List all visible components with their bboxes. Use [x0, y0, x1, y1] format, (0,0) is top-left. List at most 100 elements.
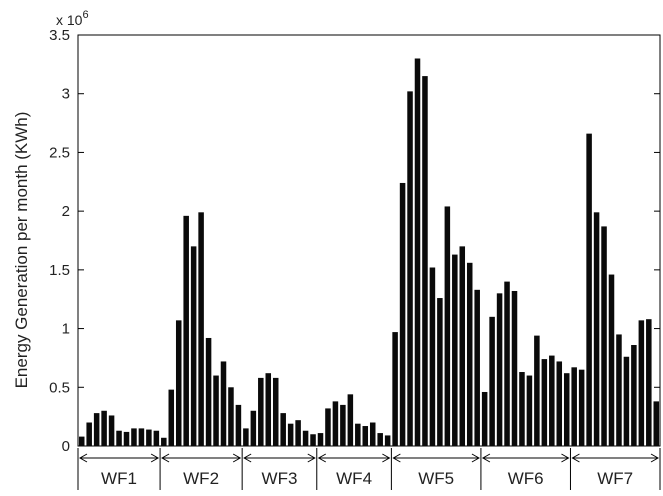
bar [310, 434, 316, 446]
group-annotations: WF1 WF2 WF3 WF4 WF5 WF6 WF7 [77, 448, 661, 490]
bar [496, 293, 503, 446]
arrowhead-left [481, 453, 491, 463]
y-exponent-power: 6 [82, 9, 88, 21]
bar [631, 345, 637, 446]
bar [466, 262, 473, 446]
group-label-wf5: WF5 [418, 469, 454, 488]
bar [481, 391, 488, 446]
arrowhead-right [561, 453, 570, 463]
bar [131, 428, 137, 446]
bar [258, 377, 264, 446]
bar [399, 182, 406, 446]
bar [347, 394, 354, 446]
arrowhead-right [471, 453, 480, 463]
bar [317, 433, 324, 446]
arrowhead-right [232, 453, 242, 463]
bar [220, 361, 227, 446]
bar [280, 413, 286, 446]
arrowhead-right [150, 453, 160, 463]
bar [616, 334, 622, 446]
bar [452, 254, 458, 446]
bar [586, 133, 592, 446]
arrowhead-right [382, 453, 391, 463]
bar [146, 429, 152, 446]
bar [93, 413, 100, 446]
bar [422, 76, 428, 446]
bar [161, 437, 167, 446]
group-label-wf4: WF4 [336, 469, 372, 488]
bar [526, 375, 533, 446]
bar [265, 373, 272, 446]
y-tick-label: 3 [62, 86, 70, 103]
arrowhead-left [243, 453, 252, 463]
bar [608, 274, 615, 446]
arrowhead-left [161, 453, 170, 463]
arrowhead-left [317, 453, 327, 463]
bar [534, 335, 540, 446]
bar [86, 422, 92, 446]
y-tick-label: 1.5 [49, 262, 70, 279]
bar [78, 436, 85, 446]
arrowhead-left [78, 453, 88, 463]
bar [198, 212, 204, 446]
bar [228, 387, 234, 446]
bar [646, 319, 652, 446]
bar [541, 359, 548, 446]
bar [235, 404, 242, 446]
bar [355, 423, 361, 446]
y-tick-label: 0 [62, 438, 70, 455]
bar [653, 401, 660, 446]
bar [489, 316, 495, 446]
bar [504, 281, 510, 446]
arrowhead-right [307, 453, 316, 463]
bar [302, 430, 309, 446]
bar [168, 389, 175, 446]
bar [287, 423, 294, 446]
y-exponent-base: x 10 [56, 12, 83, 28]
bar [325, 408, 331, 446]
bar [429, 267, 436, 446]
bar [511, 290, 518, 446]
bar [272, 377, 279, 446]
y-tick-label: 0.5 [49, 379, 70, 396]
bar [571, 367, 577, 446]
arrowhead-left [571, 453, 580, 463]
axes: 0 0.5 1 1.5 2 2.5 3 3.5 [49, 27, 661, 455]
bar [213, 375, 219, 446]
bar [437, 298, 443, 446]
group-label-wf1: WF1 [101, 469, 137, 488]
bar [138, 428, 145, 446]
bar [101, 410, 107, 446]
bar [638, 320, 645, 446]
group-label-wf6: WF6 [508, 469, 544, 488]
bar [593, 212, 600, 446]
bar [519, 372, 525, 446]
bar [190, 246, 197, 446]
bar [444, 206, 451, 446]
bar [295, 420, 301, 446]
bar [414, 58, 421, 447]
bar [563, 373, 570, 446]
bar [340, 404, 346, 446]
bar [623, 356, 630, 446]
bar [474, 289, 480, 446]
bar [556, 361, 563, 446]
bars [78, 58, 660, 447]
plot-frame [77, 34, 661, 447]
y-axis-label: Energy Generation per month (KWh) [12, 112, 31, 389]
group-label-wf3: WF3 [262, 469, 298, 488]
group-label-wf2: WF2 [183, 469, 219, 488]
bar [332, 401, 339, 446]
bar [392, 332, 398, 446]
arrowhead-left [392, 453, 401, 463]
bar [205, 337, 212, 446]
bar [377, 433, 383, 446]
y-tick-label: 2 [62, 203, 70, 220]
bar [601, 226, 607, 446]
bar [183, 215, 189, 446]
y-tick-label: 1 [62, 321, 70, 338]
bar [250, 410, 257, 446]
group-label-wf7: WF7 [597, 469, 633, 488]
